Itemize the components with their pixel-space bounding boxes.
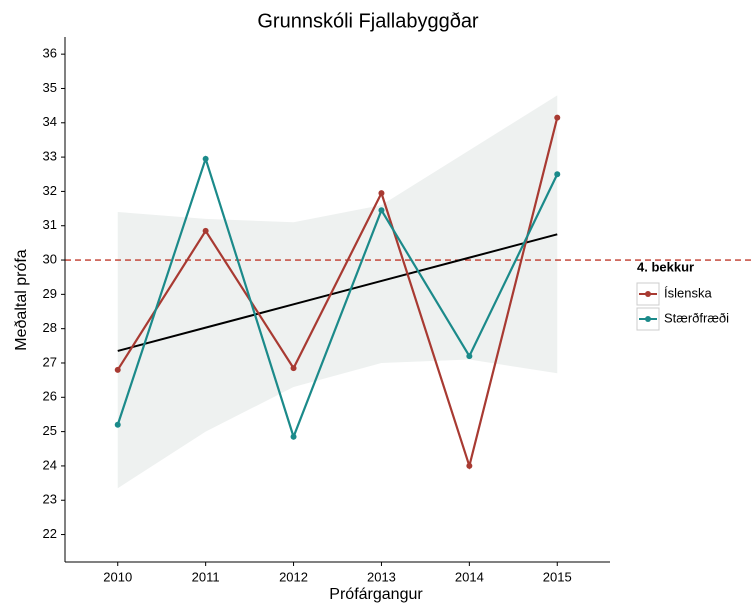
point [290, 365, 297, 372]
chart-title: Grunnskóli Fjallabyggðar [257, 10, 479, 32]
x-tick-label: 2014 [455, 569, 484, 584]
x-tick-label: 2012 [279, 569, 308, 584]
point [114, 421, 121, 428]
y-tick-label: 31 [43, 217, 57, 232]
y-axis-label: Meðaltal prófa [13, 249, 30, 350]
x-tick-label: 2013 [367, 569, 396, 584]
y-tick-label: 26 [43, 389, 57, 404]
point [202, 227, 209, 234]
point [114, 366, 121, 373]
point [202, 155, 209, 162]
legend-title: 4. bekkur [637, 259, 694, 274]
trend-line [117, 233, 558, 352]
point [554, 114, 561, 121]
point [378, 190, 385, 197]
point [554, 171, 561, 178]
y-tick-label: 22 [43, 526, 57, 541]
y-tick-label: 34 [43, 114, 57, 129]
x-tick-label: 2015 [543, 569, 572, 584]
y-tick-label: 30 [43, 251, 57, 266]
y-tick-label: 23 [43, 492, 57, 507]
series-line [116, 155, 559, 441]
y-tick-label: 28 [43, 320, 57, 335]
series-line [116, 117, 559, 470]
legend-label: Íslenska [664, 285, 712, 300]
legend-dot [645, 291, 651, 297]
y-tick-label: 32 [43, 183, 57, 198]
legend-label: Stærðfræði [664, 310, 729, 325]
x-tick-label: 2011 [192, 569, 220, 584]
y-tick-label: 29 [43, 286, 57, 301]
y-tick-label: 36 [43, 46, 57, 61]
legend-dot [645, 316, 651, 322]
point [466, 462, 473, 469]
point [290, 433, 297, 440]
y-tick-label: 27 [43, 354, 57, 369]
point [466, 353, 473, 360]
y-tick-label: 24 [43, 457, 57, 472]
y-tick-label: 33 [43, 149, 57, 164]
y-tick-label: 25 [43, 423, 57, 438]
x-tick-label: 2010 [103, 569, 132, 584]
point [378, 207, 385, 214]
y-tick-label: 35 [43, 80, 57, 95]
x-axis-label: Prófárgangur [329, 586, 423, 603]
